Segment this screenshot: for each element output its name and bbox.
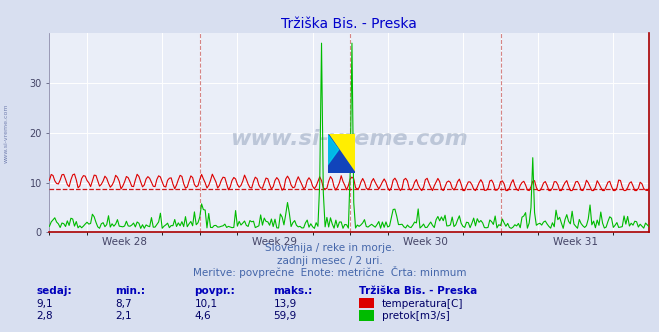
Polygon shape bbox=[328, 134, 339, 165]
Text: povpr.:: povpr.: bbox=[194, 286, 235, 296]
Text: 2,8: 2,8 bbox=[36, 311, 53, 321]
Title: Tržiška Bis. - Preska: Tržiška Bis. - Preska bbox=[281, 17, 417, 31]
Text: min.:: min.: bbox=[115, 286, 146, 296]
Text: zadnji mesec / 2 uri.: zadnji mesec / 2 uri. bbox=[277, 256, 382, 266]
Text: sedaj:: sedaj: bbox=[36, 286, 72, 296]
Text: Meritve: povprečne  Enote: metrične  Črta: minmum: Meritve: povprečne Enote: metrične Črta:… bbox=[192, 266, 467, 278]
Text: 10,1: 10,1 bbox=[194, 299, 217, 309]
Text: 13,9: 13,9 bbox=[273, 299, 297, 309]
Polygon shape bbox=[328, 134, 355, 173]
Text: www.si-vreme.com: www.si-vreme.com bbox=[231, 129, 468, 149]
Text: 2,1: 2,1 bbox=[115, 311, 132, 321]
Text: 9,1: 9,1 bbox=[36, 299, 53, 309]
Text: Slovenija / reke in morje.: Slovenija / reke in morje. bbox=[264, 243, 395, 253]
Text: maks.:: maks.: bbox=[273, 286, 313, 296]
Text: temperatura[C]: temperatura[C] bbox=[382, 299, 463, 309]
Text: 4,6: 4,6 bbox=[194, 311, 211, 321]
Text: www.si-vreme.com: www.si-vreme.com bbox=[4, 103, 9, 163]
Text: Tržiška Bis. - Preska: Tržiška Bis. - Preska bbox=[359, 286, 477, 296]
Polygon shape bbox=[328, 134, 355, 173]
Text: 8,7: 8,7 bbox=[115, 299, 132, 309]
Text: 59,9: 59,9 bbox=[273, 311, 297, 321]
Text: pretok[m3/s]: pretok[m3/s] bbox=[382, 311, 449, 321]
